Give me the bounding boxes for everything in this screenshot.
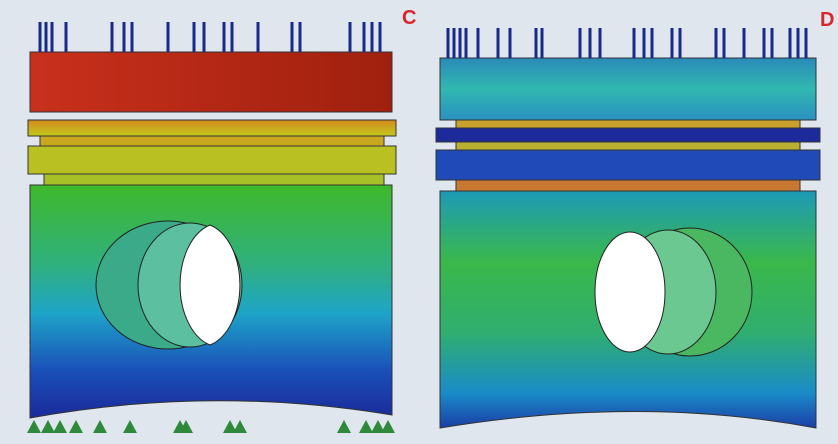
ring [28, 120, 396, 136]
panel-label: D [820, 9, 834, 31]
ring [456, 180, 800, 191]
panel-label: C [402, 7, 416, 29]
ring [436, 150, 820, 180]
ring [456, 142, 800, 150]
piston-crown [440, 58, 816, 120]
ring [40, 136, 384, 146]
piston-crown [30, 52, 392, 112]
figure: C D [0, 0, 838, 444]
panel-c: C [28, 7, 416, 418]
ring [28, 146, 396, 174]
ring [44, 174, 384, 185]
panel-d: D [436, 9, 834, 428]
ring [436, 128, 820, 142]
ring [456, 120, 800, 128]
hole-opening [595, 232, 665, 352]
